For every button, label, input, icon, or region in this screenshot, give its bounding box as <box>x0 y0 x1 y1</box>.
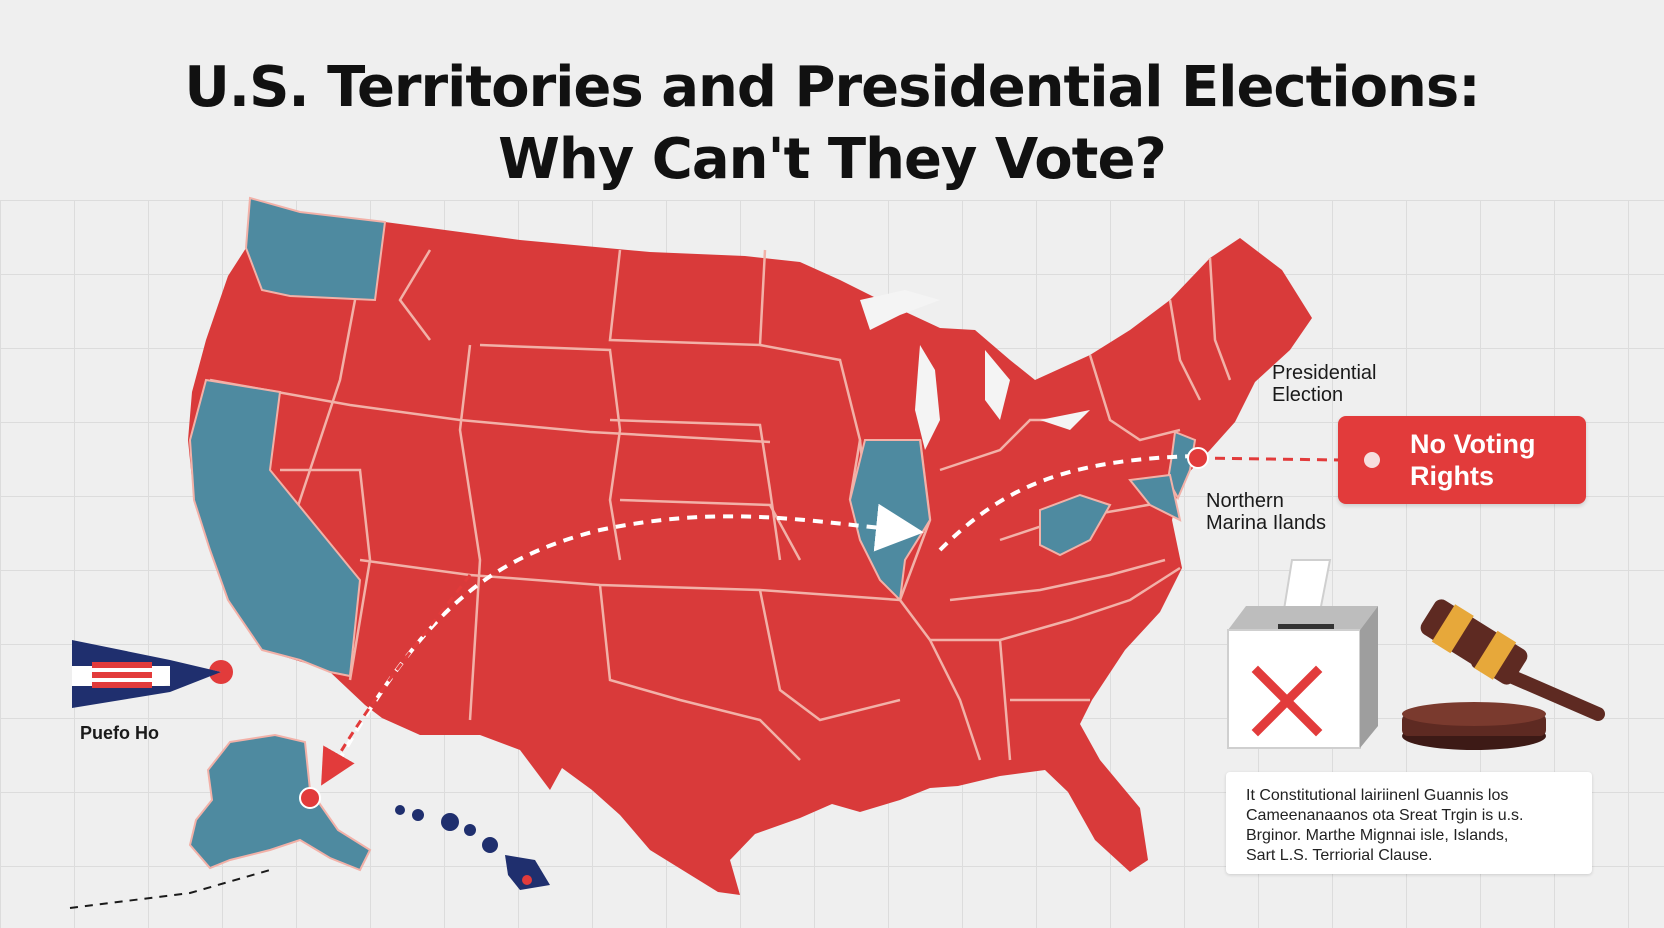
continental-us <box>188 198 1312 895</box>
x-mark-icon <box>1251 665 1323 737</box>
blue-states <box>188 196 1197 872</box>
dashed-arrow-to-alaska <box>321 574 472 786</box>
hawaii-islands <box>395 805 550 890</box>
dashed-line-to-tag <box>1197 456 1341 462</box>
ballot-box-icon <box>1227 559 1378 749</box>
title-line-1: U.S. Territories and Presidential Electi… <box>184 55 1480 120</box>
marker-east-coast <box>1187 447 1209 469</box>
puerto-label: Puefo Ho <box>80 723 159 743</box>
flag-icon <box>72 640 221 708</box>
dashed-line-pacific <box>69 869 271 909</box>
marker-alaska <box>299 787 321 809</box>
tag-text: No Voting Rights <box>1410 429 1536 491</box>
page-title: U.S. Territories and Presidential Electi… <box>0 52 1664 196</box>
west-virginia-state <box>1039 493 1112 557</box>
alaska <box>188 733 372 872</box>
presidential-election-label: Presidential Election <box>1272 362 1377 406</box>
caption-box: It Constitutional lairiinenl Guannis los… <box>1226 772 1592 874</box>
maryland-state <box>1128 473 1182 522</box>
washington-state <box>244 196 387 302</box>
caption-text: It Constitutional lairiinenl Guannis los… <box>1246 787 1524 864</box>
tag-icon <box>1364 452 1380 468</box>
no-voting-rights-tag: No Voting Rights <box>1338 416 1586 504</box>
northern-marina-label: Northern Marina Ilands <box>1206 490 1327 534</box>
california-state <box>188 378 362 678</box>
title-line-2: Why Can't They Vote? <box>498 127 1167 192</box>
great-lakes <box>860 290 1090 450</box>
gavel-icon <box>1402 599 1605 750</box>
